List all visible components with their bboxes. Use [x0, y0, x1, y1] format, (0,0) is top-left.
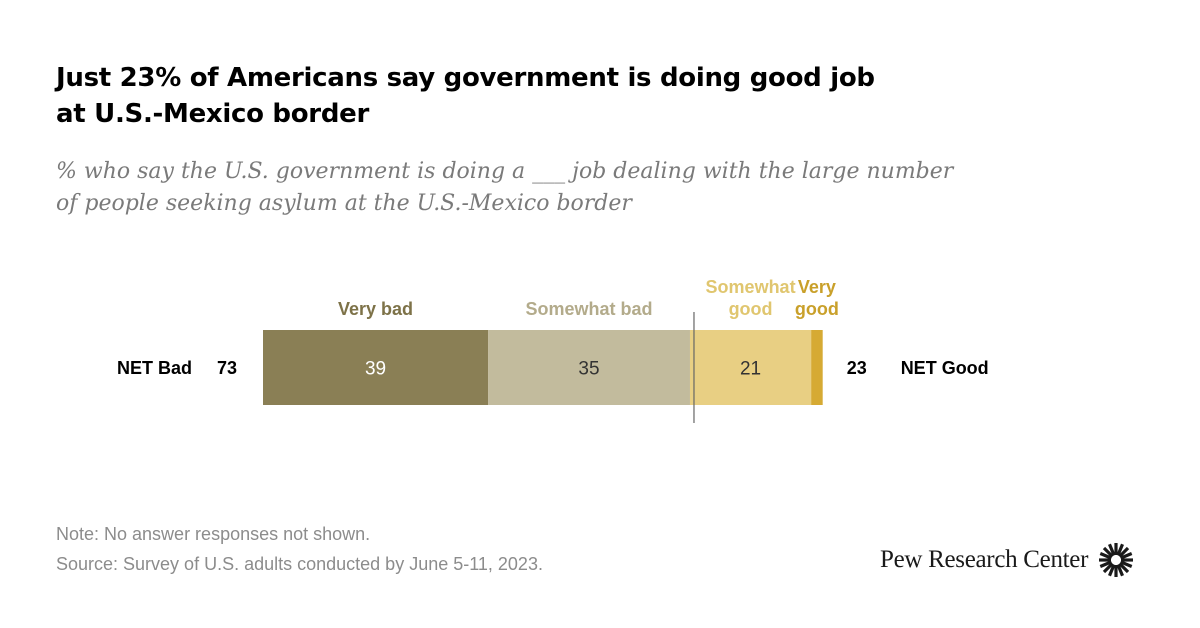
chart-subtitle-line-1: % who say the U.S. government is doing a… [56, 159, 954, 184]
net-good-value: 23 [847, 358, 867, 378]
chart-subtitle: % who say the U.S. government is doing a… [56, 156, 1056, 220]
source-text: Source: Survey of U.S. adults conducted … [56, 554, 543, 574]
value-label-somewhat-good: 21 [740, 359, 761, 380]
category-label-very-bad: Very bad [338, 299, 413, 319]
category-label-very-good: Very [798, 277, 836, 297]
chart-title: Just 23% of Americans say government is … [56, 60, 1056, 132]
bar-segment-very-bad [263, 330, 489, 405]
value-label-very-bad: 39 [365, 359, 386, 380]
sunburst-icon [1099, 543, 1134, 577]
logo-text: Pew Research Center [880, 546, 1089, 573]
category-label-somewhat-good: good [729, 299, 773, 319]
category-label-somewhat-bad: Somewhat bad [525, 299, 652, 319]
category-label-somewhat-good: Somewhat [706, 277, 796, 297]
chart-title-line-2: at U.S.-Mexico border [56, 99, 369, 129]
note-text: Note: No answer responses not shown. [56, 524, 371, 544]
net-good-label: NET Good [901, 358, 989, 378]
bar-segment-very-good [811, 330, 823, 405]
chart-subtitle-line-2: of people seeking asylum at the U.S.-Mex… [56, 191, 632, 216]
net-bad-label: NET Bad [117, 358, 192, 378]
value-label-somewhat-bad: 35 [578, 359, 599, 380]
category-label-very-good: good [795, 299, 839, 319]
bar-segment-somewhat-good [689, 330, 812, 405]
footnote: Note: No answer responses not shown. Sou… [56, 519, 543, 579]
pew-logo: Pew Research Center [880, 540, 1136, 580]
bar-segment-somewhat-bad [488, 330, 690, 405]
chart-title-line-1: Just 23% of Americans say government is … [56, 63, 875, 93]
net-bad-value: 73 [217, 358, 237, 378]
